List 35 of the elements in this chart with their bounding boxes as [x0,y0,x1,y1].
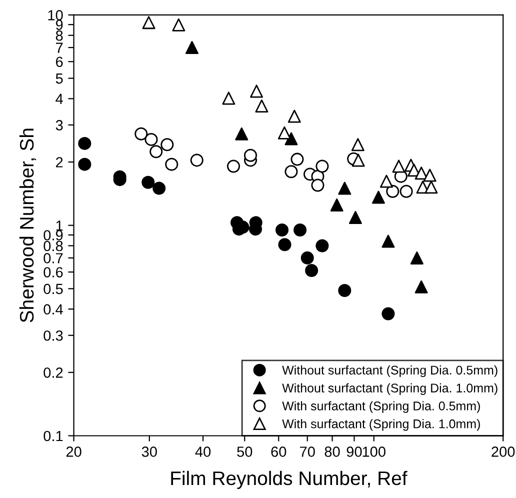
y-tick-label: 0.7 [44,253,63,264]
x-tick-label: 20 [66,446,82,457]
y-tick-label: 8 [56,30,63,41]
legend-label: Without surfactant (Spring Dia. 1.0mm) [282,383,498,395]
y-tick-label: 10 [48,10,63,20]
y-tick-label: 3 [56,120,63,130]
y-tick-label: 2 [56,157,63,168]
x-tick-label: 60 [271,446,286,457]
y-tick-label: 5 [56,74,63,84]
x-tick-label: 50 [237,446,252,457]
legend-label: With surfactant (Spring Dia. 0.5mm) [282,401,480,413]
x-tick-label: 30 [142,446,157,457]
y-axis-title: Sherwood Number, Sh [19,128,36,322]
y-tick-label: 0.9 [44,230,63,240]
x-tick-label: 40 [195,446,211,457]
y-tick-label: 0.1 [44,430,63,442]
y-tick-label: 0.3 [44,330,63,341]
y-tick-label: 0.6 [44,267,63,278]
y-tick-label: 0.8 [44,240,63,252]
x-tick-label: 100 [362,446,386,457]
x-axis-title: Film Reynolds Number, Ref [171,470,408,489]
legend-label: Without surfactant (Spring Dia. 0.5mm) [282,365,498,378]
y-tick-label: 7 [56,42,63,53]
x-tick-label: 70 [300,446,315,457]
x-tick-label: 80 [324,446,340,457]
y-tick-label: 0.5 [44,284,63,294]
x-tick-label: 90 [346,446,362,457]
x-tick-label: 200 [492,446,515,457]
legend-label: With surfactant (Spring Dia. 1.0mm) [282,419,480,431]
y-tick-label: 9 [56,20,63,30]
y-tick-label: 1 [56,220,63,231]
y-tick-label: 0.2 [44,368,63,378]
y-tick-label: 4 [56,94,63,104]
y-tick-label: 0.4 [44,304,63,314]
y-tick-label: 6 [56,56,63,68]
